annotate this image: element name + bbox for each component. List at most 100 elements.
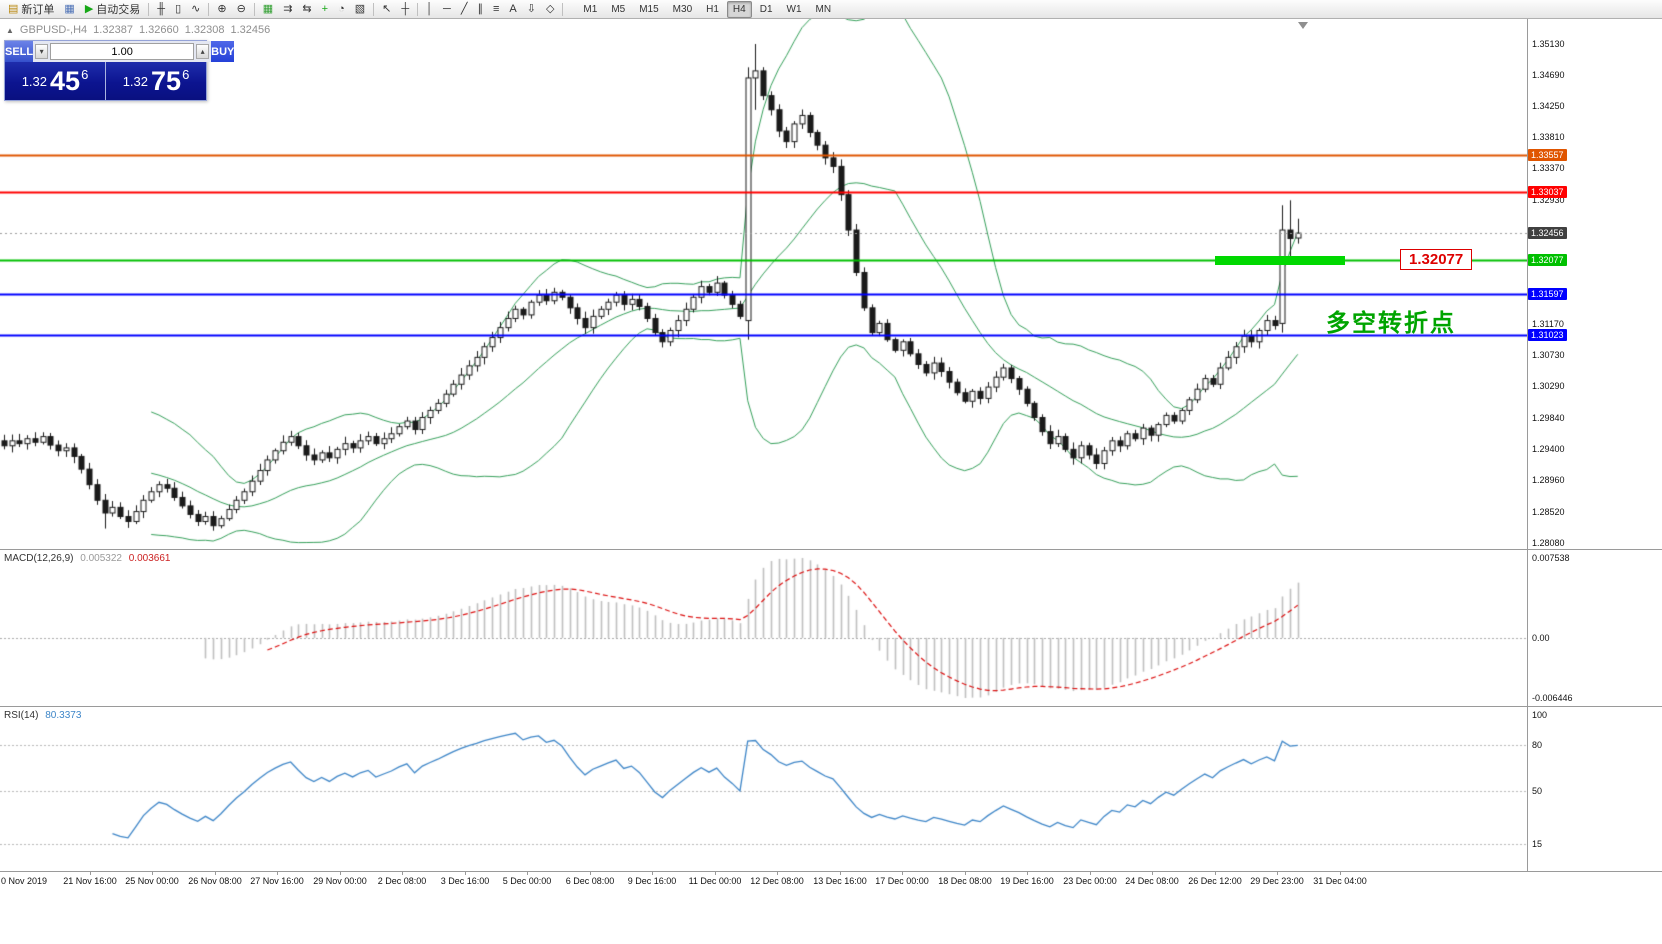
time-axis-tick — [277, 871, 278, 875]
timeframe-m30[interactable]: M30 — [672, 3, 693, 15]
time-axis-tick — [1340, 871, 1341, 875]
macd-signal-value: 0.003661 — [128, 553, 171, 564]
volume-down-button[interactable]: ▾ — [35, 44, 49, 59]
time-axis-line — [0, 871, 1662, 872]
cursor-button[interactable]: ↖ — [377, 0, 396, 19]
timeframe-d1[interactable]: D1 — [759, 3, 773, 15]
panel-separator[interactable] — [0, 706, 1662, 707]
chart-shift-button[interactable]: ⇆ — [297, 0, 316, 19]
time-axis-tick — [90, 871, 91, 875]
trendline-icon: ╱ — [460, 2, 468, 15]
buy-button[interactable]: BUY — [211, 41, 235, 62]
autotrading-button[interactable]: ▶ 自动交易 — [80, 0, 145, 19]
price-axis-label: 1.33810 — [1532, 132, 1565, 142]
volume-up-button[interactable]: ▴ — [196, 44, 210, 59]
sell-price-panel[interactable]: 1.32 45 6 — [5, 62, 105, 100]
fibonacci-button[interactable]: ≡ — [488, 0, 504, 19]
time-axis-tick — [965, 871, 966, 875]
toolbar-separator — [148, 2, 150, 16]
chart-window-button[interactable]: ▦ — [59, 0, 79, 19]
time-axis-label: 0 Nov 2019 — [1, 876, 48, 886]
time-axis-label: 26 Nov 08:00 — [188, 876, 242, 886]
text-button[interactable]: A — [504, 0, 521, 19]
price-axis-label: 1.32930 — [1532, 195, 1565, 205]
main-chart-canvas[interactable] — [0, 19, 1527, 549]
time-axis-tick — [590, 871, 591, 875]
toolbar-separator — [373, 2, 375, 16]
timeframe-w1[interactable]: W1 — [786, 3, 802, 15]
buy-price-panel[interactable]: 1.32 75 6 — [106, 62, 206, 100]
arrow-object-icon: ⇩ — [526, 2, 536, 15]
quote-bar: ▲ GBPUSD-,H4 1.32387 1.32660 1.32308 1.3… — [6, 24, 270, 37]
time-axis-label: 12 Dec 08:00 — [750, 876, 804, 886]
zoom-in-button[interactable]: ⊕ — [212, 0, 231, 19]
price-line-tag: 1.33037 — [1528, 186, 1567, 198]
time-axis-label: 29 Nov 00:00 — [313, 876, 367, 886]
line-chart-button[interactable]: ∿ — [186, 0, 205, 19]
autotrading-play-icon: ▶ — [84, 2, 94, 15]
channel-button[interactable]: ∥ — [472, 0, 488, 19]
rsi-name: RSI(14) — [4, 710, 39, 721]
quote-low: 1.32308 — [184, 24, 225, 36]
zoom-out-icon: ⊖ — [236, 2, 246, 15]
time-axis-label: 3 Dec 16:00 — [440, 876, 490, 886]
price-level-label: 1.32077 — [1400, 249, 1473, 270]
shapes-icon: ◇ — [545, 2, 555, 15]
time-axis-label: 11 Dec 00:00 — [688, 876, 742, 886]
time-axis-label: 27 Nov 16:00 — [250, 876, 304, 886]
rsi-axis-label: 80 — [1532, 740, 1543, 750]
candlestick-chart-icon: ▯ — [175, 2, 182, 15]
compose-button[interactable]: ▧ — [350, 0, 370, 19]
crosshair-button[interactable]: ┼ — [396, 0, 414, 19]
time-axis-tick — [1277, 871, 1278, 875]
timeframe-h4[interactable]: H4 — [726, 0, 752, 18]
current-price-tag: 1.32456 — [1528, 227, 1567, 239]
text-icon: A — [509, 2, 517, 15]
crosshair-icon: ┼ — [401, 2, 410, 15]
quote-open: 1.32387 — [93, 24, 133, 36]
price-axis-label: 1.29840 — [1532, 413, 1565, 423]
arrows-button[interactable]: ⇩ — [522, 0, 541, 19]
zoom-out-button[interactable]: ⊖ — [232, 0, 251, 19]
time-axis-tick — [1027, 871, 1028, 875]
toolbar: ▤ 新订单 ▦ ▶ 自动交易 ╫ ▯ ∿ ⊕ ⊖ ▦ ⇉ ⇆ + ◔ ▧ ↖ ┼ │ ─ ╱ ∥ ≡ A ⇩ ◇ M1 M5 M15 M3… — [0, 0, 1662, 19]
shapes-button[interactable]: ◇ — [541, 0, 559, 19]
toolbar-separator — [417, 2, 419, 16]
time-axis-tick — [840, 871, 841, 875]
time-axis-label: 13 Dec 16:00 — [813, 876, 867, 886]
time-axis-tick — [402, 871, 403, 875]
volume-input[interactable] — [50, 43, 195, 60]
timeframe-h1[interactable]: H1 — [706, 3, 719, 15]
new-order-button[interactable]: ▤ 新订单 — [3, 0, 59, 19]
sell-price-prefix: 1.32 — [21, 73, 48, 89]
rsi-canvas[interactable] — [0, 707, 1527, 871]
auto-scroll-button[interactable]: ⇉ — [278, 0, 297, 19]
new-chart-button[interactable]: + — [317, 0, 333, 19]
timeframe-m5[interactable]: M5 — [611, 3, 626, 15]
zoom-in-icon: ⊕ — [217, 2, 227, 15]
timeframe-m1[interactable]: M1 — [583, 3, 598, 15]
bar-chart-button[interactable]: ╫ — [152, 0, 170, 19]
horizontal-line-button[interactable]: ─ — [438, 0, 456, 19]
pivot-annotation: 多空转折点 — [1326, 310, 1456, 337]
buy-price-sup: 6 — [182, 66, 190, 82]
timeframe-m15[interactable]: M15 — [639, 3, 659, 15]
time-axis-tick — [1090, 871, 1091, 875]
time-axis-tick — [652, 871, 653, 875]
line-chart-icon: ∿ — [191, 2, 201, 15]
price-axis-label: 1.29400 — [1532, 444, 1565, 454]
macd-canvas[interactable] — [0, 550, 1527, 706]
vertical-line-button[interactable]: │ — [421, 0, 438, 19]
candlestick-chart-button[interactable]: ▯ — [170, 0, 186, 19]
refresh-button[interactable]: ◔ — [333, 0, 350, 19]
toolbar-separator — [562, 2, 564, 16]
trendline-button[interactable]: ╱ — [456, 0, 473, 19]
bar-chart-icon: ╫ — [157, 2, 166, 15]
tile-windows-button[interactable]: ▦ — [258, 0, 278, 19]
sell-button[interactable]: SELL — [5, 41, 34, 62]
rsi-axis-label: 15 — [1532, 839, 1543, 849]
time-axis-tick — [777, 871, 778, 875]
time-axis-tick — [527, 871, 528, 875]
timeframe-mn[interactable]: MN — [815, 3, 832, 15]
panel-separator[interactable] — [0, 549, 1662, 550]
